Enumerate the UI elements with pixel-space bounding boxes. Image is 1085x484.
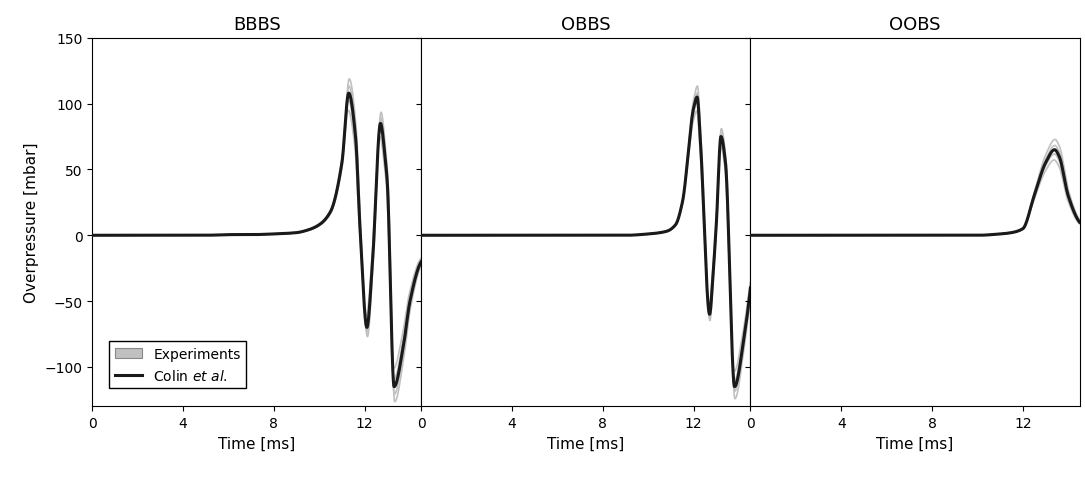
X-axis label: Time [ms]: Time [ms] [218,436,295,451]
Title: OBBS: OBBS [561,16,611,34]
X-axis label: Time [ms]: Time [ms] [877,436,954,451]
X-axis label: Time [ms]: Time [ms] [547,436,625,451]
Title: BBBS: BBBS [233,16,281,34]
Y-axis label: Overpressure [mbar]: Overpressure [mbar] [24,143,39,302]
Legend: Experiments, Colin $et\ al.$: Experiments, Colin $et\ al.$ [110,342,246,389]
Title: OOBS: OOBS [890,16,941,34]
